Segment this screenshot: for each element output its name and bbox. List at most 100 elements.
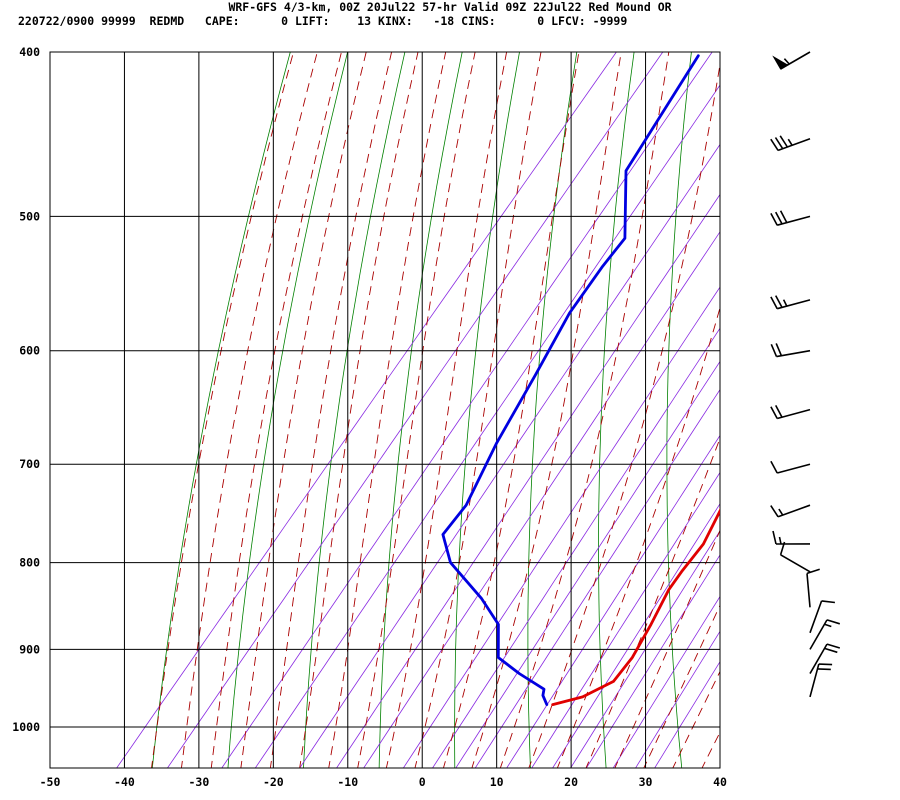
barb-shaft xyxy=(776,349,811,358)
mixing-ratio-line xyxy=(116,52,617,768)
moist-adiabat xyxy=(701,731,720,768)
mixing-ratio-line xyxy=(635,630,720,768)
barb-full-feather xyxy=(806,568,820,575)
wind-barb xyxy=(770,405,811,420)
barb-full-feather xyxy=(826,643,841,649)
mixing-ratio-line xyxy=(254,84,720,768)
moist-adiabat xyxy=(643,604,720,768)
moist-adiabat xyxy=(414,52,542,768)
moist-adiabat xyxy=(385,52,508,768)
moist-adiabat xyxy=(299,52,419,768)
y-tick-label: 700 xyxy=(19,457,40,471)
mixing-ratio-line xyxy=(221,52,713,768)
barb-shaft xyxy=(777,138,811,152)
barb-full-feather xyxy=(824,647,838,654)
wind-barb xyxy=(770,210,811,226)
x-tick-label: 30 xyxy=(639,775,653,789)
barb-full-feather xyxy=(770,213,778,226)
moist-adiabat xyxy=(269,52,393,768)
chart-title: WRF-GFS 4/3-km, 00Z 20Jul22 57-hr Valid … xyxy=(228,0,672,14)
moist-adiabats xyxy=(151,14,900,770)
wind-barb xyxy=(772,51,811,70)
wind-barb xyxy=(779,541,811,573)
dry-adiabat xyxy=(151,52,291,768)
barb-shaft xyxy=(776,408,811,420)
barb-half-feather xyxy=(782,299,788,307)
barb-half-feather xyxy=(783,58,790,65)
barb-full-feather xyxy=(817,668,831,671)
barb-full-feather xyxy=(774,211,783,225)
x-tick-label: -50 xyxy=(40,775,61,789)
barb-shaft xyxy=(806,573,811,608)
moist-adiabat xyxy=(151,52,294,768)
wind-barb xyxy=(809,619,841,650)
wind-barb xyxy=(772,530,811,545)
barb-full-feather xyxy=(774,137,784,150)
x-tick-label: 40 xyxy=(713,775,727,789)
barb-full-feather xyxy=(770,406,778,419)
wind-barbs xyxy=(770,51,841,698)
grid xyxy=(49,51,721,769)
dry-adiabat xyxy=(227,52,349,768)
mixing-ratio-line xyxy=(585,554,720,768)
barb-half-feather xyxy=(787,138,793,146)
barb-full-feather xyxy=(772,530,777,545)
mixing-ratio-line xyxy=(455,360,720,768)
barb-shaft xyxy=(776,215,811,226)
barb-full-feather xyxy=(826,619,841,625)
mixing-ratio-line xyxy=(531,471,720,768)
x-tick-label: -20 xyxy=(263,775,284,789)
y-tick-label: 900 xyxy=(19,642,40,656)
moist-adiabat xyxy=(730,14,900,770)
dry-adiabat xyxy=(527,52,578,768)
x-tick-label: -30 xyxy=(188,775,209,789)
mixing-ratio-line xyxy=(552,503,720,768)
wind-barb xyxy=(809,600,835,634)
dry-adiabat xyxy=(378,52,463,768)
barb-full-feather xyxy=(770,138,779,151)
mixing-ratio-line xyxy=(363,231,720,768)
stability-indices: 220722/0900 99999 REDMD CAPE: 0 LIFT: 13… xyxy=(18,14,628,28)
mixing-ratio-line xyxy=(654,660,720,768)
barb-shaft xyxy=(809,619,828,650)
y-tick-label: 800 xyxy=(19,556,40,570)
wind-barb xyxy=(806,568,820,608)
barb-full-feather xyxy=(770,343,778,357)
moist-adiabat xyxy=(528,61,720,768)
wind-barb xyxy=(809,643,841,674)
mixing-ratio-line xyxy=(402,286,720,768)
barb-full-feather xyxy=(770,296,778,310)
y-tick-label: 1000 xyxy=(12,720,40,734)
dry-adiabat xyxy=(454,52,520,768)
barb-full-feather xyxy=(775,343,783,357)
mixing-ratio-line xyxy=(570,530,720,768)
barb-shaft xyxy=(780,554,811,573)
moist-adiabat xyxy=(471,52,622,768)
barb-full-feather xyxy=(779,135,789,148)
x-tick-label: 20 xyxy=(564,775,578,789)
barb-shaft xyxy=(776,463,811,474)
mixing-ratio-line xyxy=(612,595,720,768)
moist-adiabat xyxy=(556,306,720,768)
mixing-ratio-line xyxy=(336,193,720,768)
mixing-ratio-line xyxy=(432,327,720,768)
barb-full-feather xyxy=(821,600,835,604)
dewpoint-trace xyxy=(441,54,700,706)
barb-full-feather xyxy=(779,210,788,223)
x-tick-label: 10 xyxy=(490,775,504,789)
wind-barb xyxy=(770,504,811,518)
barb-half-feather xyxy=(824,623,832,628)
wind-barb xyxy=(770,343,811,358)
y-tick-label: 500 xyxy=(19,209,40,223)
wind-barb xyxy=(770,135,811,152)
x-tick-label: -10 xyxy=(337,775,358,789)
barb-shaft xyxy=(809,663,820,698)
moist-adiabat xyxy=(328,52,447,768)
temperature-trace xyxy=(551,507,720,706)
barb-full-feather xyxy=(770,505,779,518)
moist-adiabat xyxy=(442,52,580,768)
y-tick-label: 600 xyxy=(19,344,40,358)
barb-pennant xyxy=(772,55,789,70)
wind-barb xyxy=(770,460,811,474)
